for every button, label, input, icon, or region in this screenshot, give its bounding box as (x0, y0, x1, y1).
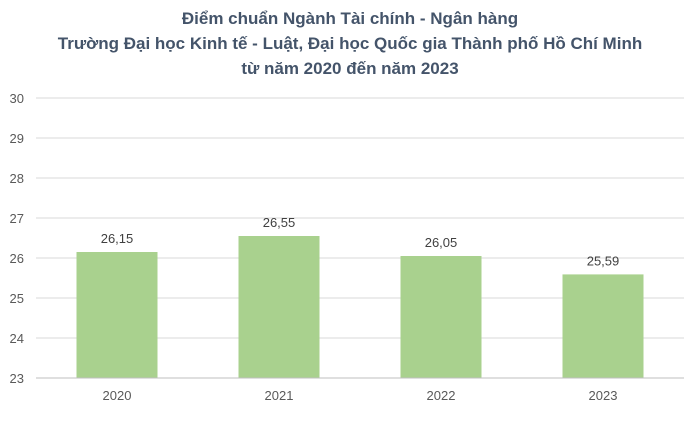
bar (562, 274, 644, 378)
bar (76, 252, 158, 378)
chart-title-line-3: từ năm 2020 đến năm 2023 (241, 59, 459, 78)
y-tick-label: 27 (10, 211, 24, 226)
y-tick-label: 29 (10, 131, 24, 146)
y-tick-label: 23 (10, 371, 24, 386)
data-label: 26,05 (425, 235, 458, 250)
x-tick-label: 2023 (589, 388, 618, 403)
x-tick-label: 2020 (103, 388, 132, 403)
x-tick-label: 2021 (265, 388, 294, 403)
y-tick-label: 26 (10, 251, 24, 266)
data-label: 26,15 (101, 231, 134, 246)
y-tick-label: 28 (10, 171, 24, 186)
chart-title-line-1: Điểm chuẩn Ngành Tài chính - Ngân hàng (181, 9, 519, 28)
y-tick-label: 24 (10, 331, 24, 346)
y-tick-label: 30 (10, 91, 24, 106)
x-tick-label: 2022 (427, 388, 456, 403)
y-tick-label: 25 (10, 291, 24, 306)
bar (400, 256, 482, 378)
bar (238, 236, 320, 378)
data-label: 25,59 (587, 253, 620, 268)
chart-title-line-2: Trường Đại học Kinh tế - Luật, Đại học Q… (57, 34, 643, 53)
data-label: 26,55 (263, 215, 296, 230)
